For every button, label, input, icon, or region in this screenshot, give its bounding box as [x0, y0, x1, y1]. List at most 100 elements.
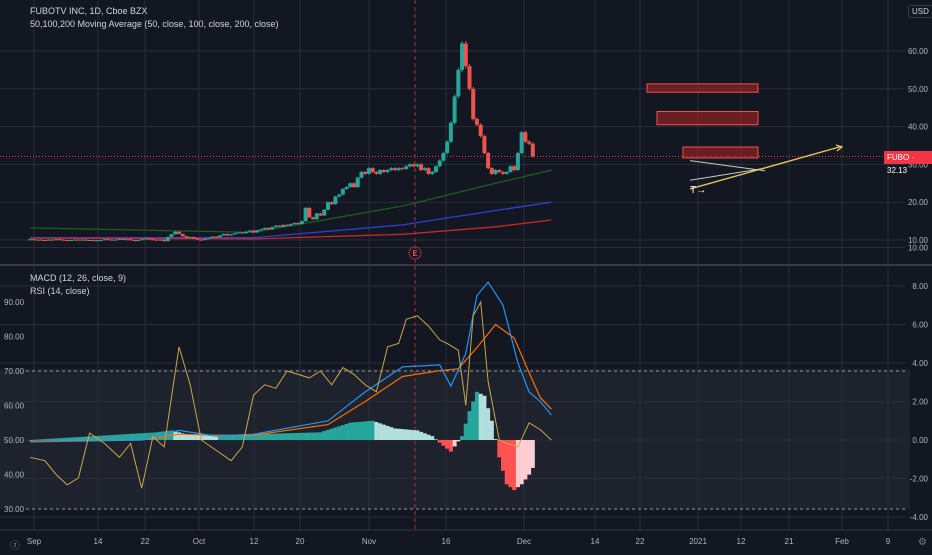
macd-histogram-bar [411, 430, 416, 440]
macd-histogram-bar [497, 440, 502, 458]
macd-legend[interactable]: MACD (12, 26, close, 9) [30, 273, 127, 283]
macd-histogram-bar [91, 436, 96, 440]
macd-histogram-bar [378, 423, 383, 440]
macd-histogram-bar [340, 425, 345, 440]
macd-histogram-bar [419, 431, 424, 440]
candle-body [169, 234, 174, 237]
price-axis-label: 50.00 [908, 85, 929, 94]
macd-histogram-bar [281, 433, 286, 440]
candle-body [493, 170, 498, 174]
candle-body [277, 225, 282, 227]
macd-histogram-bar [229, 435, 234, 440]
price-axis-label: 30.00 [908, 160, 929, 169]
candle-body [460, 43, 465, 70]
candle-body [176, 231, 181, 234]
macd-signal-line [29, 323, 552, 442]
supply-zone [682, 146, 759, 159]
ma-legend[interactable]: 50,100,200 Moving Average (50, close, 10… [30, 19, 279, 29]
candle-body [28, 239, 32, 241]
candle-body [430, 171, 435, 174]
macd-histogram-bar [180, 433, 185, 440]
candle-body [124, 239, 129, 241]
candle-body [199, 239, 204, 241]
macd-histogram-bar [433, 439, 438, 440]
candle-body [143, 238, 148, 240]
candle-body [486, 153, 491, 169]
candle-body [132, 240, 137, 241]
candle-body [407, 164, 412, 167]
candle-body [359, 171, 364, 178]
macd-histogram-bar [519, 440, 524, 485]
x-tick-label: Feb [835, 537, 849, 546]
macd-histogram-bar [515, 440, 520, 488]
rsi-legend[interactable]: RSI (14, close) [30, 286, 90, 296]
macd-histogram-bar [158, 431, 163, 440]
macd-histogram-bar [389, 427, 394, 440]
candle-body [232, 233, 237, 235]
macd-histogram-bar [214, 436, 219, 440]
macd-histogram-bar [87, 436, 92, 440]
macd-histogram-bar [527, 440, 532, 475]
macd-histogram-bar [258, 434, 263, 440]
macd-histogram-bar [262, 433, 267, 440]
zoom-icon[interactable]: ⓩ [10, 541, 20, 552]
settings-icon[interactable]: ⚙ [918, 537, 927, 548]
macd-histogram-bar [359, 421, 364, 440]
macd-histogram-bar [441, 440, 446, 446]
macd-histogram-bar [337, 426, 342, 440]
candle-body [467, 66, 472, 89]
currency-label[interactable]: USD [908, 5, 932, 18]
macd-histogram-bar [329, 428, 334, 440]
rsi-line [29, 300, 552, 489]
candle-body [292, 222, 297, 225]
candle-body [273, 225, 278, 228]
macd-histogram-bar [42, 439, 47, 440]
candle-body [117, 238, 122, 240]
rsi-axis-label: 60.00 [4, 402, 25, 411]
candle-body [489, 168, 494, 174]
macd-histogram-bar [98, 435, 103, 440]
macd-histogram-bar [221, 435, 226, 440]
symbol-line[interactable]: FUBOTV INC, 1D, Cboe BZX [30, 6, 148, 16]
projection-arrow [689, 145, 843, 190]
candle-body [98, 240, 103, 241]
macd-histogram-bar [288, 433, 293, 440]
macd-histogram-bar [76, 437, 81, 440]
candle-body [482, 136, 487, 154]
drawing-label: T→ [690, 185, 706, 196]
candle-body [251, 230, 256, 233]
candle-body [240, 232, 245, 234]
candle-body [270, 227, 275, 230]
macd-histogram-bar [147, 432, 152, 440]
rsi-axis-label: 50.00 [4, 436, 25, 445]
candle-body [363, 171, 368, 174]
macd-histogram-bar [299, 432, 304, 440]
macd-histogram-bar [225, 435, 230, 440]
candle-body [206, 237, 211, 239]
macd-histogram-bar [508, 440, 513, 488]
candle-body [35, 239, 40, 241]
candle-body [512, 166, 517, 171]
macd-histogram-bar [83, 436, 88, 440]
candle-body [448, 122, 453, 142]
macd-histogram-bar [348, 422, 353, 440]
candle-body [322, 209, 327, 216]
candle-body [229, 234, 234, 236]
macd-histogram-bar [80, 436, 85, 440]
macd-histogram-bar [184, 434, 189, 440]
lower-trendline [689, 167, 766, 181]
candle-body [471, 88, 476, 120]
macd-histogram-bar [255, 434, 260, 440]
candle-body [173, 231, 178, 235]
macd-histogram-bar [393, 428, 398, 440]
candle-body [411, 164, 416, 167]
macd-axis-label: -4.00 [910, 513, 929, 522]
macd-histogram-bar [132, 433, 137, 440]
x-tick-label: 14 [94, 537, 103, 546]
x-tick-label: 21 [785, 537, 794, 546]
candle-body [456, 69, 461, 97]
candle-body [191, 236, 196, 239]
candle-body [214, 236, 219, 238]
candle-body [497, 170, 502, 172]
